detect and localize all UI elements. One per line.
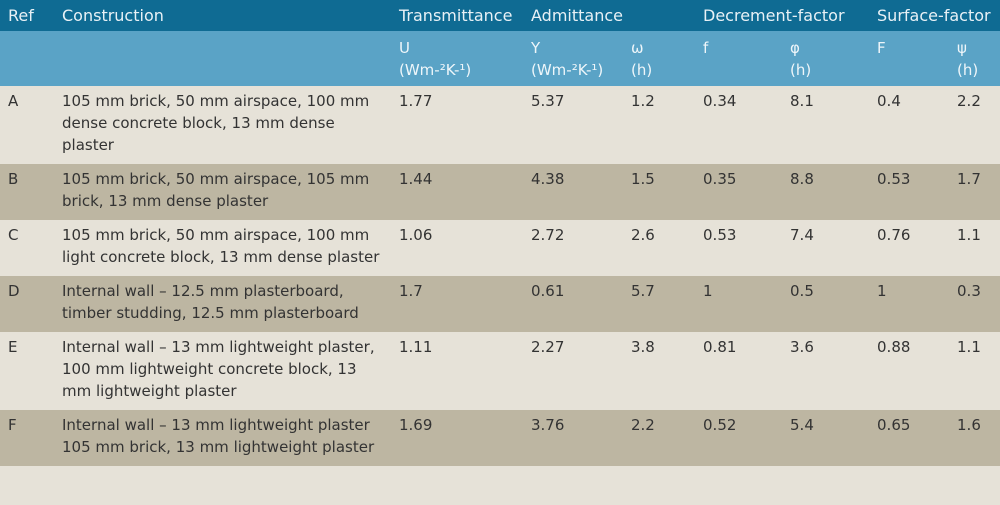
- cell-ref: D: [8, 282, 20, 300]
- cell-omega: 2.6: [631, 226, 655, 244]
- cell-phi: 8.8: [790, 170, 814, 188]
- cell-psi: 1.1: [957, 338, 981, 356]
- cell-phi: 0.5: [790, 282, 814, 300]
- cell-u: 1.11: [399, 338, 433, 356]
- cell-psi: 0.3: [957, 282, 981, 300]
- cell-phi: 5.4: [790, 416, 814, 434]
- cell-ref: E: [8, 338, 18, 356]
- cell-construction: 105 mm brick, 50 mm airspace, 105 mm bri…: [62, 170, 370, 210]
- table-row: C 105 mm brick, 50 mm airspace, 100 mm li…: [0, 220, 1000, 276]
- cell-F: 1: [877, 282, 887, 300]
- cell-u: 1.06: [399, 226, 433, 244]
- subheader-psi: ψ (h): [957, 39, 979, 79]
- cell-phi: 8.1: [790, 92, 814, 110]
- cell-F: 0.4: [877, 92, 901, 110]
- cell-y: 5.37: [531, 92, 565, 110]
- cell-f: 1: [703, 282, 713, 300]
- cell-y: 2.72: [531, 226, 565, 244]
- subheader-u: U (Wm-²K-¹): [399, 39, 472, 79]
- cell-psi: 2.2: [957, 92, 981, 110]
- cell-f: 0.34: [703, 92, 737, 110]
- header-surface-factor: Surface-factor: [877, 6, 991, 25]
- header-ref: Ref: [8, 6, 34, 25]
- cell-psi: 1.6: [957, 416, 981, 434]
- table-row: B 105 mm brick, 50 mm airspace, 105 mm br…: [0, 164, 1000, 220]
- header-transmittance: Transmittance: [399, 6, 513, 25]
- cell-ref: C: [8, 226, 19, 244]
- cell-omega: 5.7: [631, 282, 655, 300]
- cell-phi: 7.4: [790, 226, 814, 244]
- cell-y: 0.61: [531, 282, 565, 300]
- header-decrement-factor: Decrement-factor: [703, 6, 845, 25]
- cell-construction: Internal wall – 13 mm lightweight plaste…: [62, 416, 375, 456]
- cell-F: 0.76: [877, 226, 911, 244]
- cell-u: 1.77: [399, 92, 433, 110]
- cell-construction: 105 mm brick, 50 mm airspace, 100 mm lig…: [62, 226, 380, 266]
- subheader-f: f: [703, 39, 709, 57]
- cell-ref: F: [8, 416, 17, 434]
- subheader-omega: ω (h): [631, 39, 653, 79]
- cell-y: 3.76: [531, 416, 565, 434]
- cell-ref: B: [8, 170, 19, 188]
- cell-phi: 3.6: [790, 338, 814, 356]
- subheader-y: Y (Wm-²K-¹): [531, 39, 604, 79]
- cell-construction: Internal wall – 12.5 mm plasterboard, ti…: [62, 282, 359, 322]
- cell-u: 1.69: [399, 416, 433, 434]
- cell-F: 0.65: [877, 416, 911, 434]
- wall-properties-table: Ref Construction Transmittance Admittanc…: [0, 0, 1000, 466]
- header-row: Ref Construction Transmittance Admittanc…: [0, 0, 1000, 31]
- cell-F: 0.53: [877, 170, 911, 188]
- subheader-F: F: [877, 39, 886, 57]
- cell-y: 2.27: [531, 338, 565, 356]
- cell-ref: A: [8, 92, 19, 110]
- header-construction: Construction: [62, 6, 164, 25]
- header-admittance: Admittance: [531, 6, 623, 25]
- cell-f: 0.53: [703, 226, 737, 244]
- subheader-phi: φ (h): [790, 39, 812, 79]
- cell-u: 1.7: [399, 282, 423, 300]
- cell-omega: 1.2: [631, 92, 655, 110]
- cell-omega: 1.5: [631, 170, 655, 188]
- subheader-row: U (Wm-²K-¹) Y (Wm-²K-¹) ω (h) f φ (h) F ψ (h): [0, 31, 1000, 86]
- cell-construction: 105 mm brick, 50 mm airspace, 100 mm den…: [62, 92, 370, 154]
- cell-F: 0.88: [877, 338, 911, 356]
- cell-psi: 1.7: [957, 170, 981, 188]
- cell-construction: Internal wall – 13 mm lightweight plaste…: [62, 338, 375, 400]
- table-row: D Internal wall – 12.5 mm plasterboard, t…: [0, 276, 1000, 332]
- table-row: E Internal wall – 13 mm lightweight plast…: [0, 332, 1000, 410]
- cell-y: 4.38: [531, 170, 565, 188]
- cell-f: 0.81: [703, 338, 737, 356]
- cell-omega: 2.2: [631, 416, 655, 434]
- cell-omega: 3.8: [631, 338, 655, 356]
- cell-psi: 1.1: [957, 226, 981, 244]
- table-row: A 105 mm brick, 50 mm airspace, 100 mm de…: [0, 86, 1000, 164]
- cell-f: 0.35: [703, 170, 737, 188]
- table-row: F Internal wall – 13 mm lightweight plast…: [0, 410, 1000, 466]
- cell-u: 1.44: [399, 170, 433, 188]
- cell-f: 0.52: [703, 416, 737, 434]
